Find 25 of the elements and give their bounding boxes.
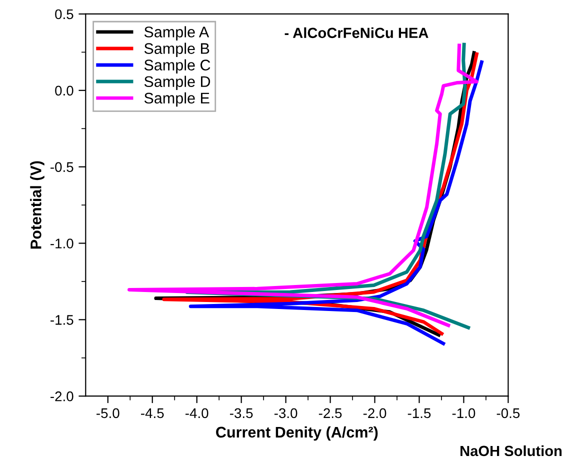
x-tick-label: -4.0 xyxy=(185,408,208,418)
x-tick-label: -4.5 xyxy=(141,408,164,418)
y-tick-label: -1.0 xyxy=(50,238,74,248)
legend-label: Sample C xyxy=(144,59,210,74)
y-tick-label: -0.5 xyxy=(50,162,74,172)
x-tick-label: -2.0 xyxy=(363,408,386,418)
x-tick-label: -2.5 xyxy=(318,408,342,418)
y-tick-label: 0.5 xyxy=(55,9,74,20)
y-axis-title: Potential (V) xyxy=(30,161,44,249)
x-tick-label: -1.5 xyxy=(408,408,431,418)
x-tick-label: -1.0 xyxy=(452,408,476,418)
x-tick-label: -0.5 xyxy=(496,408,520,418)
legend-label: Sample A xyxy=(144,26,210,40)
x-axis-title: Current Denity (A/cm²) xyxy=(216,426,378,441)
legend-label: Sample E xyxy=(144,92,210,107)
x-tick-label: -3.0 xyxy=(274,408,298,418)
annotation: - AlCoCrFeNiCu HEA xyxy=(284,27,428,38)
x-tick-label: -3.5 xyxy=(230,408,253,418)
x-tick-label: -5.0 xyxy=(96,408,120,418)
y-tick-label: -1.5 xyxy=(50,315,74,325)
legend-label: Sample B xyxy=(144,42,210,57)
y-tick-label: -2.0 xyxy=(50,391,74,402)
legend-label: Sample D xyxy=(144,76,210,90)
y-tick-label: 0.0 xyxy=(55,86,74,96)
text: NaOH Solution xyxy=(460,445,562,456)
